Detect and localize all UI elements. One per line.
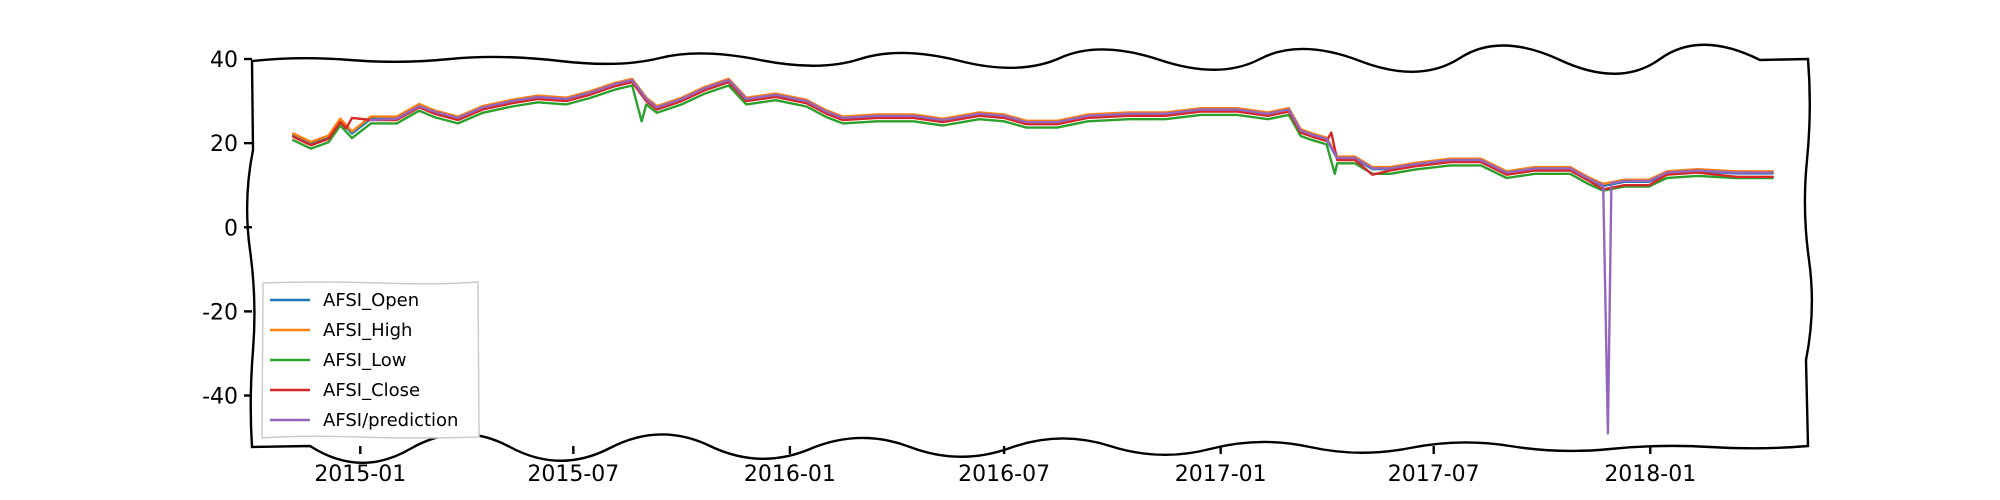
y-tick-label-3: -20 bbox=[202, 300, 238, 325]
legend-label-1: AFSI_High bbox=[323, 320, 412, 341]
x-tick-label-2: 2016-01 bbox=[744, 462, 836, 487]
y-tick-label-0: 40 bbox=[210, 48, 238, 73]
y-tick-label-4: -40 bbox=[202, 385, 238, 410]
y-tick-label-2: 0 bbox=[224, 216, 238, 241]
legend-label-0: AFSI_Open bbox=[323, 290, 419, 311]
legend: AFSI_Open AFSI_High AFSI_Low AFSI_Close AFSI… bbox=[261, 281, 480, 439]
legend-label-2: AFSI_Low bbox=[323, 350, 407, 371]
series-line-4 bbox=[369, 78, 1774, 435]
series-line-3 bbox=[292, 80, 1774, 191]
legend-box bbox=[261, 281, 480, 439]
legend-label-3: AFSI_Close bbox=[323, 380, 420, 401]
x-tick-label-5: 2017-07 bbox=[1388, 462, 1480, 487]
legend-label-4: AFSI/prediction bbox=[323, 410, 458, 431]
x-tick-label-0: 2015-01 bbox=[314, 462, 406, 487]
y-tick-label-1: 20 bbox=[210, 132, 238, 157]
series-line-2 bbox=[292, 84, 1774, 192]
x-tick-label-4: 2017-01 bbox=[1175, 462, 1267, 487]
x-tick-label-6: 2018-01 bbox=[1604, 462, 1696, 487]
x-tick-label-3: 2016-07 bbox=[958, 462, 1050, 487]
x-tick-label-1: 2015-07 bbox=[527, 462, 619, 487]
plot-frame bbox=[245, 43, 1814, 464]
